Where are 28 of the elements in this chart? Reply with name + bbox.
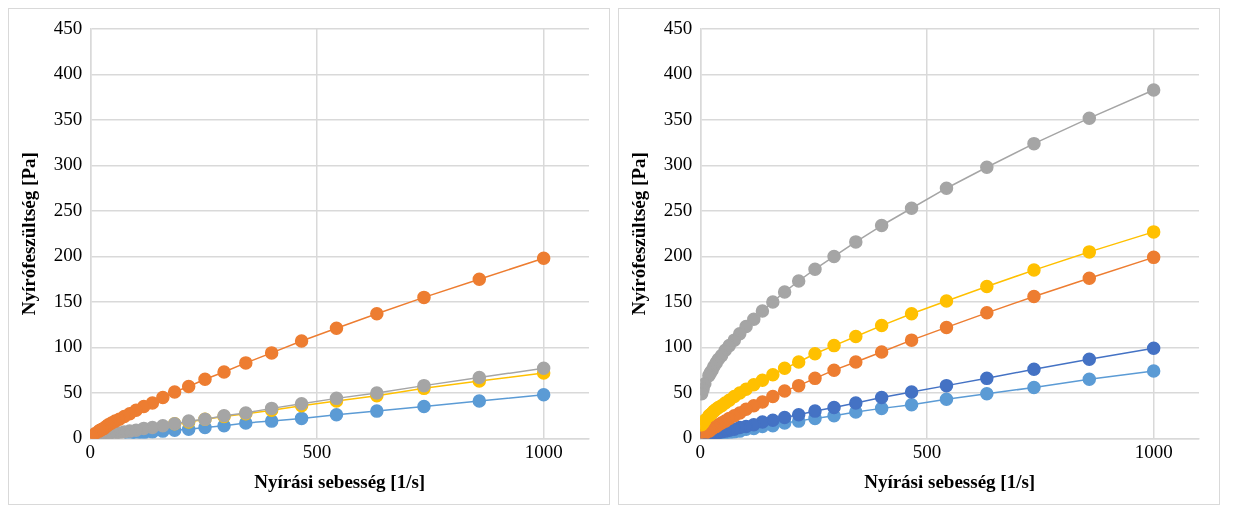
y-tick-label: 100 — [53, 335, 83, 357]
y-tick-label: 350 — [53, 107, 83, 129]
y-tick-label: 150 — [663, 289, 693, 311]
y-tick-label: 450 — [663, 16, 693, 38]
y-tick-label: 400 — [53, 62, 83, 84]
y-tick-label: 250 — [53, 198, 83, 220]
y-tick-label: 350 — [663, 107, 693, 129]
y-tick-label: 200 — [663, 244, 693, 266]
x-axis-title: Nyírási sebesség [1/s] — [864, 470, 1036, 492]
x-axis-title: Nyírási sebesség [1/s] — [254, 470, 426, 492]
y-tick-label: 150 — [53, 289, 83, 311]
x-tick-label: 1000 — [1134, 440, 1173, 462]
y-tick-label: 300 — [53, 153, 83, 175]
y-tick-label: 0 — [682, 426, 693, 448]
x-tick-label: 1000 — [524, 440, 563, 462]
y-tick-label: 200 — [53, 244, 83, 266]
y-axis-title: Nyírófeszültség [Pa] — [628, 152, 650, 316]
y-tick-label: 400 — [663, 62, 693, 84]
y-axis-title: Nyírófeszültség [Pa] — [18, 152, 40, 316]
x-tick-label: 500 — [912, 440, 942, 462]
y-tick-label: 450 — [53, 16, 83, 38]
x-tick-label: 500 — [302, 440, 332, 462]
y-tick-label: 100 — [663, 335, 693, 357]
y-tick-label: 50 — [63, 380, 83, 402]
y-tick-label: 0 — [72, 426, 83, 448]
y-tick-label: 250 — [663, 198, 693, 220]
y-tick-label: 300 — [663, 153, 693, 175]
y-tick-label: 50 — [673, 380, 693, 402]
